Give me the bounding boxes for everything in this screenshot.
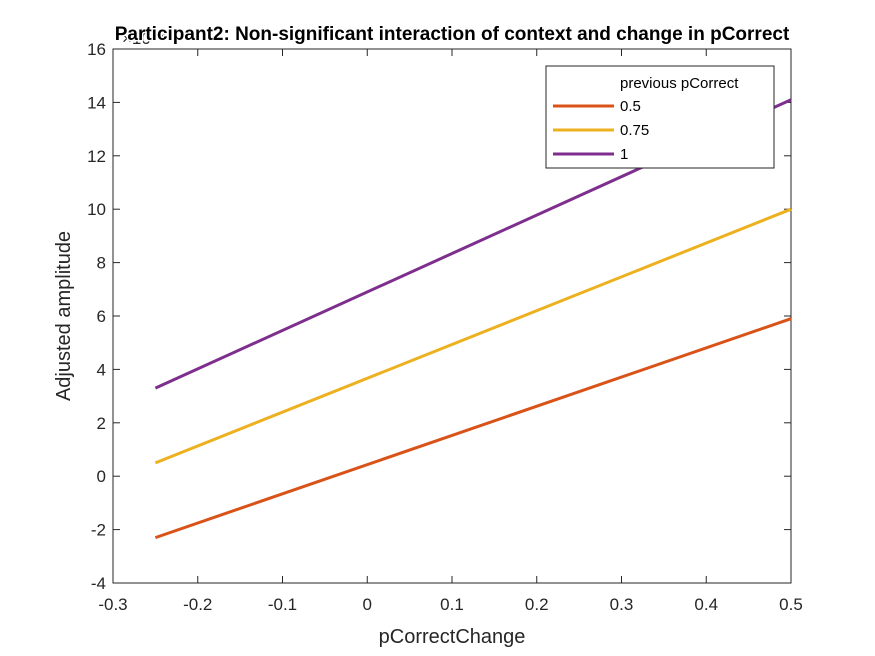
x-tick-label: 0.2 (525, 595, 549, 614)
x-axis: -0.3 -0.2 -0.1 0 0.1 0.2 0.3 0.4 0.5 (98, 49, 803, 614)
y-tick-label: 16 (87, 40, 106, 59)
series-line-2 (154, 207, 792, 465)
legend-label: 0.75 (620, 122, 649, 139)
y-exponent-label: ×10⁻⁴ (122, 29, 167, 48)
x-tick-label: -0.1 (268, 595, 297, 614)
y-tick-label: 4 (97, 360, 106, 379)
legend-title: previous pCorrect (620, 75, 739, 92)
x-tick-label: -0.3 (98, 595, 127, 614)
y-tick-label: 14 (87, 93, 106, 112)
x-axis-title: pCorrectChange (379, 626, 526, 648)
chart-title: Participant2: Non-significant interactio… (115, 24, 790, 45)
y-axis-title: Adjusted amplitude (53, 231, 75, 401)
x-tick-label: 0.3 (610, 595, 634, 614)
x-tick-label: 0.1 (440, 595, 464, 614)
y-tick-label: -4 (91, 574, 106, 593)
series-line-1 (154, 317, 792, 540)
y-axis: -4 -2 0 2 4 6 8 10 12 14 16 (87, 40, 791, 593)
y-tick-label: 0 (97, 467, 106, 486)
x-tick-label: 0.5 (779, 595, 803, 614)
legend-box (545, 65, 775, 169)
x-tick-label: -0.2 (183, 595, 212, 614)
x-tick-label: 0 (363, 595, 372, 614)
y-tick-label: 8 (97, 254, 106, 273)
legend: previous pCorrect 0.5 0.75 1 (545, 65, 775, 169)
y-tick-label: 12 (87, 147, 106, 166)
legend-label: 0.5 (620, 98, 641, 115)
y-tick-label: 2 (97, 414, 106, 433)
x-tick-label: 0.4 (694, 595, 718, 614)
legend-label: 1 (620, 146, 628, 163)
y-tick-label: 6 (97, 307, 106, 326)
y-tick-label: -2 (91, 521, 106, 540)
y-tick-label: 10 (87, 200, 106, 219)
